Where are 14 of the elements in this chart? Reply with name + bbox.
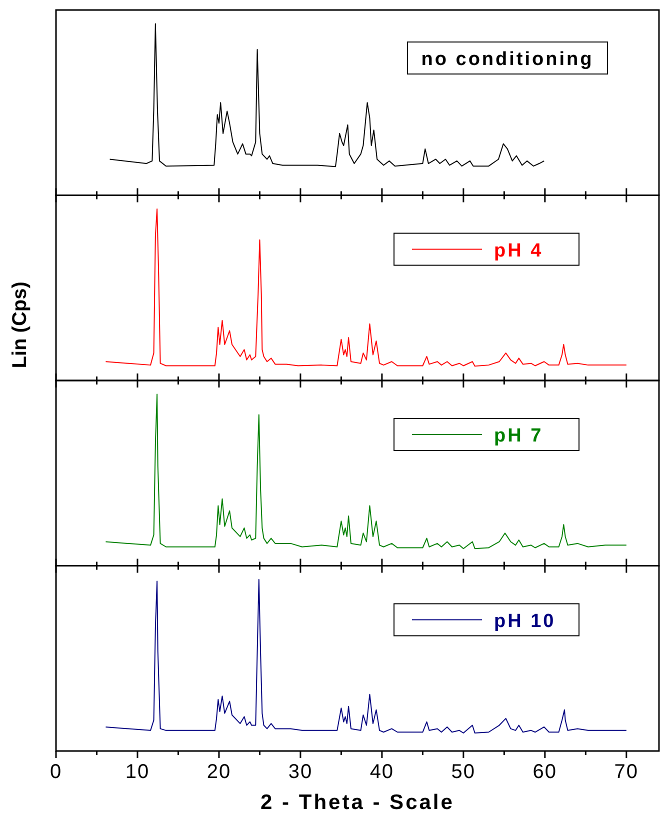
x-axis-title: 2 - Theta - Scale (260, 791, 454, 814)
legend-label: pH 4 (494, 240, 544, 262)
x-tick-label: 50 (451, 761, 476, 783)
x-tick-label: 70 (614, 761, 639, 783)
x-tick-label: 0 (50, 761, 62, 783)
x-tick-label: 60 (532, 761, 558, 783)
legend-label: pH 10 (494, 610, 556, 632)
legend-label: pH 7 (494, 426, 544, 446)
x-tick-label: 10 (125, 761, 150, 783)
x-tick-label: 20 (206, 761, 232, 783)
text: no conditioning (421, 49, 594, 70)
x-tick-label: 30 (288, 761, 313, 783)
y-axis-title: Lin (Cps) (9, 282, 31, 368)
x-tick-label: 40 (370, 761, 394, 783)
